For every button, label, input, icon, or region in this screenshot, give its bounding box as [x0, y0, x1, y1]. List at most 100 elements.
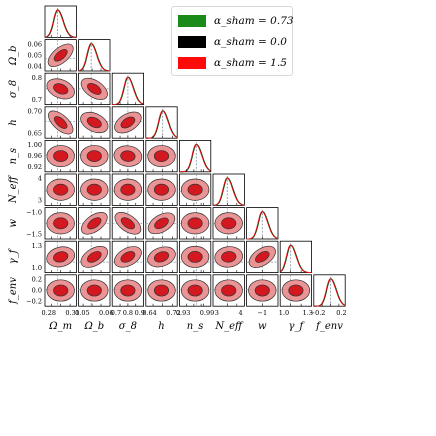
- ytick-label-w-1: −1.5: [26, 230, 42, 238]
- ytick-label-ns-2: 0.92: [28, 163, 42, 171]
- ytick-label-h-1: 0.65: [28, 129, 42, 137]
- ytick-label-Ob-1: 0.05: [28, 51, 42, 59]
- xtick-label-s8-1: 0.8: [123, 309, 133, 317]
- ytick-label-gf-1: 1.0: [32, 264, 42, 272]
- contour-68-fenv-w: [254, 284, 270, 297]
- xaxis-label-fenv: f_env: [315, 321, 343, 332]
- legend-label-green: α_sham = 0.73: [214, 14, 294, 27]
- yaxis-label-s8: σ_8: [8, 80, 19, 98]
- contour-68-w-s8: [120, 217, 136, 230]
- contour-68-Neff-h: [153, 183, 170, 196]
- contour-68-fenv-gf: [288, 284, 304, 297]
- xaxis-label-Om: Ω_m: [48, 321, 72, 332]
- yaxis-label-fenv: f_env: [8, 277, 19, 305]
- ytick-label-fenv-2: −0.2: [26, 297, 42, 305]
- ytick-label-h-0: 0.70: [28, 108, 42, 116]
- xaxis-label-Neff: N_eff: [214, 321, 244, 332]
- xtick-label-Neff-0: 3: [215, 309, 219, 317]
- contour-68-ns-s8: [120, 150, 136, 162]
- contour-68-h-Ob: [86, 116, 102, 129]
- xtick-label-Ob-0: 0.05: [75, 309, 89, 317]
- contour-68-w-Om: [53, 217, 69, 230]
- marginal-curve-ns-2: [179, 143, 212, 173]
- contour-68-s8-Om: [53, 83, 69, 95]
- contour-68-gf-s8: [120, 251, 136, 263]
- legend-swatch-red: [178, 56, 206, 69]
- marginal-curve-w-2: [246, 211, 279, 240]
- ytick-label-fenv-1: 0.0: [32, 287, 42, 295]
- legend-item-green: α_sham = 0.73: [178, 13, 294, 28]
- legend: α_sham = 0.73 α_sham = 0.0 α_sham = 1.5: [171, 6, 294, 76]
- contour-68-fenv-s8: [120, 284, 136, 297]
- yaxis-label-gf: γ_f: [8, 247, 19, 264]
- marginal-curve-fenv-2: [313, 278, 346, 307]
- xtick-label-Ob-1: 0.06: [99, 309, 113, 317]
- contour-68-fenv-h: [153, 284, 170, 297]
- contour-68-gf-ns: [187, 250, 203, 263]
- marginal-curve-h-2: [145, 110, 178, 139]
- yaxis-label-w: w: [8, 219, 19, 228]
- xtick-label-ns-0: 0.93: [176, 309, 190, 317]
- xtick-label-fenv-1: 0.2: [336, 309, 346, 317]
- xaxis-label-Ob: Ω_b: [83, 321, 104, 332]
- xtick-label-gf-1: 1.3: [303, 309, 313, 317]
- legend-item-red: α_sham = 1.5: [178, 55, 287, 70]
- ytick-label-Neff-1: 3: [38, 197, 42, 205]
- contour-68-gf-h: [153, 251, 170, 263]
- contour-68-Neff-Ob: [86, 183, 102, 196]
- ytick-label-Neff-0: 4: [38, 175, 42, 183]
- contour-68-Neff-s8: [120, 183, 136, 196]
- contour-68-gf-Ob: [86, 251, 102, 263]
- ytick-label-s8-0: 0.8: [32, 74, 42, 82]
- contour-68-w-ns: [187, 217, 203, 230]
- marginal-curve-Neff-2: [213, 177, 245, 206]
- xaxis-label-s8: σ_8: [119, 321, 137, 332]
- contour-68-gf-w: [255, 250, 270, 263]
- ytick-label-gf-0: 1.3: [32, 242, 42, 250]
- contour-68-Ob-Om: [53, 49, 68, 62]
- marginal-curve-Om-2: [44, 9, 77, 38]
- xaxis-label-gf: γ_f: [289, 321, 306, 332]
- xtick-label-h-0: 0.64: [142, 309, 156, 317]
- contour-68-ns-Ob: [86, 150, 102, 163]
- xtick-label-fenv-0: −0.2: [310, 309, 326, 317]
- yaxis-label-Ob: Ω_b: [8, 45, 19, 66]
- xtick-label-w-0: −1: [258, 309, 268, 317]
- ytick-label-fenv-0: 0.2: [32, 276, 42, 284]
- marginal-curve-gf-2: [279, 244, 312, 274]
- yaxis-label-h: h: [8, 119, 19, 125]
- yaxis-label-ns: n_s: [8, 148, 19, 165]
- ytick-label-ns-0: 1.00: [28, 141, 42, 149]
- xtick-label-s8-2: 0.9: [135, 309, 145, 317]
- ytick-label-s8-1: 0.7: [32, 96, 42, 104]
- contour-68-gf-Neff: [221, 251, 237, 263]
- contour-68-ns-Om: [53, 150, 69, 163]
- contour-68-fenv-Neff: [221, 284, 237, 297]
- contour-68-ns-h: [153, 150, 170, 163]
- xtick-label-Om-0: 0.28: [42, 309, 56, 317]
- legend-swatch-green: [178, 14, 206, 27]
- xaxis-label-w: w: [258, 321, 267, 332]
- contour-68-s8-Ob: [87, 82, 102, 95]
- marginal-curve-s8-2: [112, 76, 144, 106]
- legend-swatch-black: [178, 35, 206, 48]
- xaxis-label-h: h: [158, 321, 164, 332]
- ytick-label-w-0: −1.0: [26, 208, 42, 216]
- contour-68-Neff-Om: [53, 183, 69, 196]
- contour-68-w-h: [154, 217, 169, 230]
- yaxis-label-Neff: N_eff: [8, 174, 19, 204]
- contour-68-h-s8: [120, 116, 136, 129]
- xtick-label-Om-1: 0.31: [65, 309, 79, 317]
- contour-68-w-Ob: [87, 217, 102, 230]
- xtick-label-s8-0: 0.7: [111, 309, 121, 317]
- contour-68-fenv-Om: [53, 284, 69, 297]
- xaxis-label-ns: n_s: [187, 321, 204, 332]
- contour-68-w-Neff: [221, 217, 237, 230]
- contour-68-fenv-ns: [187, 284, 203, 297]
- ytick-label-Ob-0: 0.06: [28, 40, 42, 48]
- contour-68-h-Om: [53, 116, 68, 129]
- ytick-label-ns-1: 0.96: [28, 152, 42, 160]
- xtick-label-h-1: 0.72: [166, 309, 180, 317]
- ytick-label-Ob-2: 0.04: [28, 62, 42, 70]
- legend-item-black: α_sham = 0.0: [178, 34, 287, 49]
